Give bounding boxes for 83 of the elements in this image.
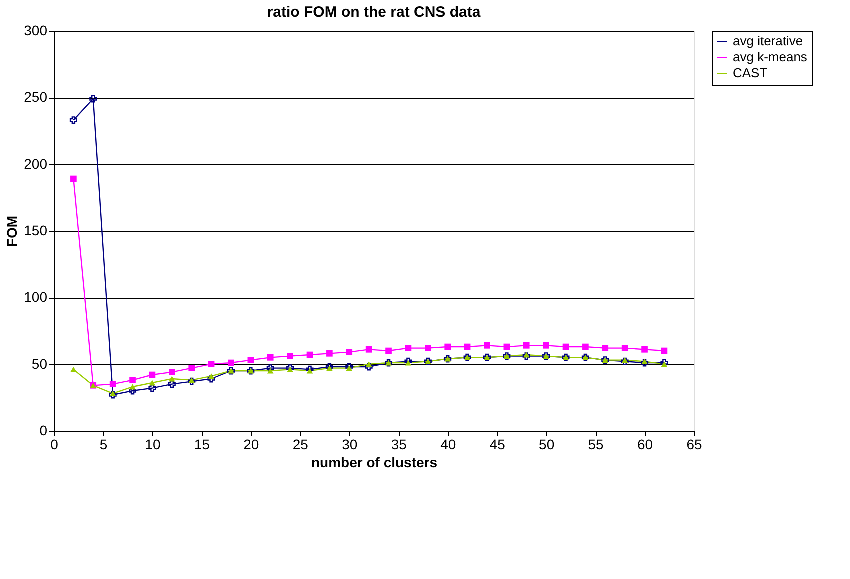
point [228, 360, 234, 366]
x-axis-title: number of clusters [311, 454, 438, 470]
y-axis-title: FOM [4, 216, 20, 248]
point [130, 384, 136, 390]
point [306, 352, 314, 358]
point [130, 377, 136, 384]
x-tick-label: 50 [539, 436, 555, 452]
x-tick-label: 65 [686, 436, 702, 452]
point [90, 95, 98, 103]
point [642, 346, 648, 353]
point [622, 345, 628, 352]
point [543, 342, 550, 349]
point [464, 344, 471, 350]
x-tick-label: 10 [145, 436, 161, 452]
point [504, 344, 510, 350]
x-tick-label: 15 [194, 436, 210, 452]
point [267, 368, 274, 374]
x-tick-label: 35 [391, 436, 408, 452]
point [523, 352, 530, 358]
point [641, 359, 649, 367]
point [129, 387, 137, 395]
x-tick-label: 0 [50, 436, 59, 452]
point [346, 349, 353, 356]
point [523, 342, 530, 349]
point [424, 345, 432, 352]
point [582, 344, 589, 350]
chart-title: ratio FOM on the rat CNS data [267, 4, 482, 21]
point [109, 391, 117, 399]
x-tick-label: 25 [292, 436, 309, 452]
point [70, 116, 78, 124]
point [168, 380, 176, 388]
legend-label: CAST [733, 66, 768, 80]
y-tick-label: 250 [24, 89, 48, 106]
point [149, 380, 156, 386]
point [386, 348, 392, 354]
point [366, 362, 372, 368]
legend-label: avg iterative [733, 34, 804, 48]
point [70, 366, 77, 372]
point [661, 362, 668, 368]
y-tick-label: 50 [32, 356, 48, 372]
y-tick-label: 150 [24, 222, 48, 238]
point [287, 353, 294, 360]
point [208, 361, 215, 368]
point [326, 350, 333, 357]
point [70, 176, 77, 182]
point [522, 352, 530, 360]
x-tick-label: 60 [637, 436, 654, 452]
point [661, 348, 668, 354]
point [365, 363, 373, 371]
x-tick-label: 30 [342, 436, 358, 452]
x-tick-label: 45 [490, 436, 506, 452]
point [110, 390, 116, 396]
x-tick-label: 5 [100, 436, 108, 452]
point [366, 346, 372, 353]
y-tick-label: 200 [24, 156, 48, 172]
point [208, 375, 216, 383]
point [326, 366, 333, 372]
x-tick-label: 40 [440, 436, 456, 452]
y-tick-label: 300 [24, 22, 48, 38]
y-tick-label: 0 [40, 422, 48, 438]
legend-label: avg k-means [733, 50, 808, 64]
point [444, 344, 452, 350]
point [110, 381, 116, 388]
point [484, 342, 490, 349]
point [168, 369, 176, 376]
point [405, 360, 412, 366]
point [208, 374, 215, 380]
y-tick-label: 100 [24, 289, 48, 306]
point [188, 365, 196, 372]
x-tick-label: 20 [244, 436, 260, 452]
point [149, 372, 156, 378]
point [168, 376, 176, 382]
point [148, 384, 156, 392]
point [248, 357, 254, 364]
point [266, 364, 274, 372]
point [642, 358, 648, 364]
x-tick-label: 55 [588, 436, 604, 452]
point [267, 354, 274, 361]
point [346, 366, 353, 372]
point [306, 368, 314, 374]
point [405, 345, 412, 352]
point [602, 345, 609, 352]
point [562, 344, 570, 350]
